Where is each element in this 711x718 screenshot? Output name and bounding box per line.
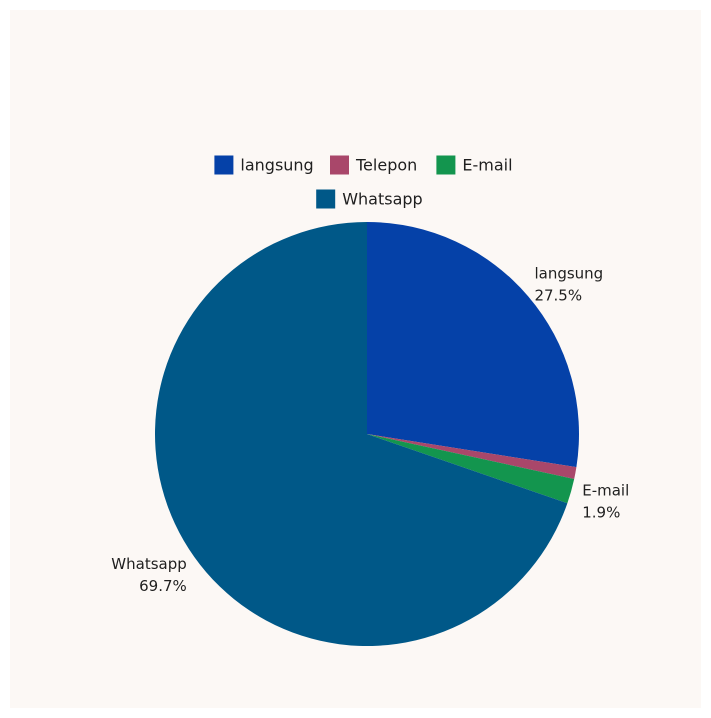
pie-slice-whatsapp — [154, 221, 568, 647]
slice-label-percent: 27.5% — [534, 287, 582, 305]
legend-label-langsung: langsung — [240, 156, 313, 175]
legend: langsung Telepon E-mail Whatsapp — [214, 155, 513, 209]
legend-item-e-mail: E-mail — [436, 155, 513, 175]
legend-swatch-whatsapp — [316, 189, 336, 209]
legend-item-telepon: Telepon — [330, 155, 417, 175]
pie-slice-telepon — [367, 434, 577, 479]
legend-item-langsung: langsung — [214, 155, 314, 175]
slice-label-name: langsung — [534, 265, 603, 283]
legend-item-whatsapp: Whatsapp — [316, 189, 423, 209]
slice-label-name: E-mail — [582, 482, 629, 500]
slice-label-name: Whatsapp — [111, 555, 186, 573]
slice-label-percent: 1.9% — [582, 504, 620, 522]
slice-labels: langsung 27.5% E-mail 1.9% Whatsapp 69.7% — [111, 265, 629, 595]
legend-label-e-mail: E-mail — [462, 156, 512, 175]
legend-swatch-telepon — [330, 155, 349, 175]
slice-label-percent: 69.7% — [139, 577, 187, 595]
legend-label-whatsapp: Whatsapp — [342, 190, 423, 209]
slice-label-langsung: langsung 27.5% — [534, 265, 603, 305]
pie-slice-e-mail — [367, 434, 575, 504]
legend-swatch-langsung — [214, 155, 234, 175]
legend-label-telepon: Telepon — [355, 156, 417, 175]
legend-swatch-e-mail — [436, 155, 456, 175]
pie-slices — [154, 221, 579, 647]
slice-label-e-mail: E-mail 1.9% — [582, 482, 629, 522]
pie-slice-langsung — [367, 222, 579, 468]
slice-label-whatsapp: Whatsapp 69.7% — [111, 555, 186, 595]
